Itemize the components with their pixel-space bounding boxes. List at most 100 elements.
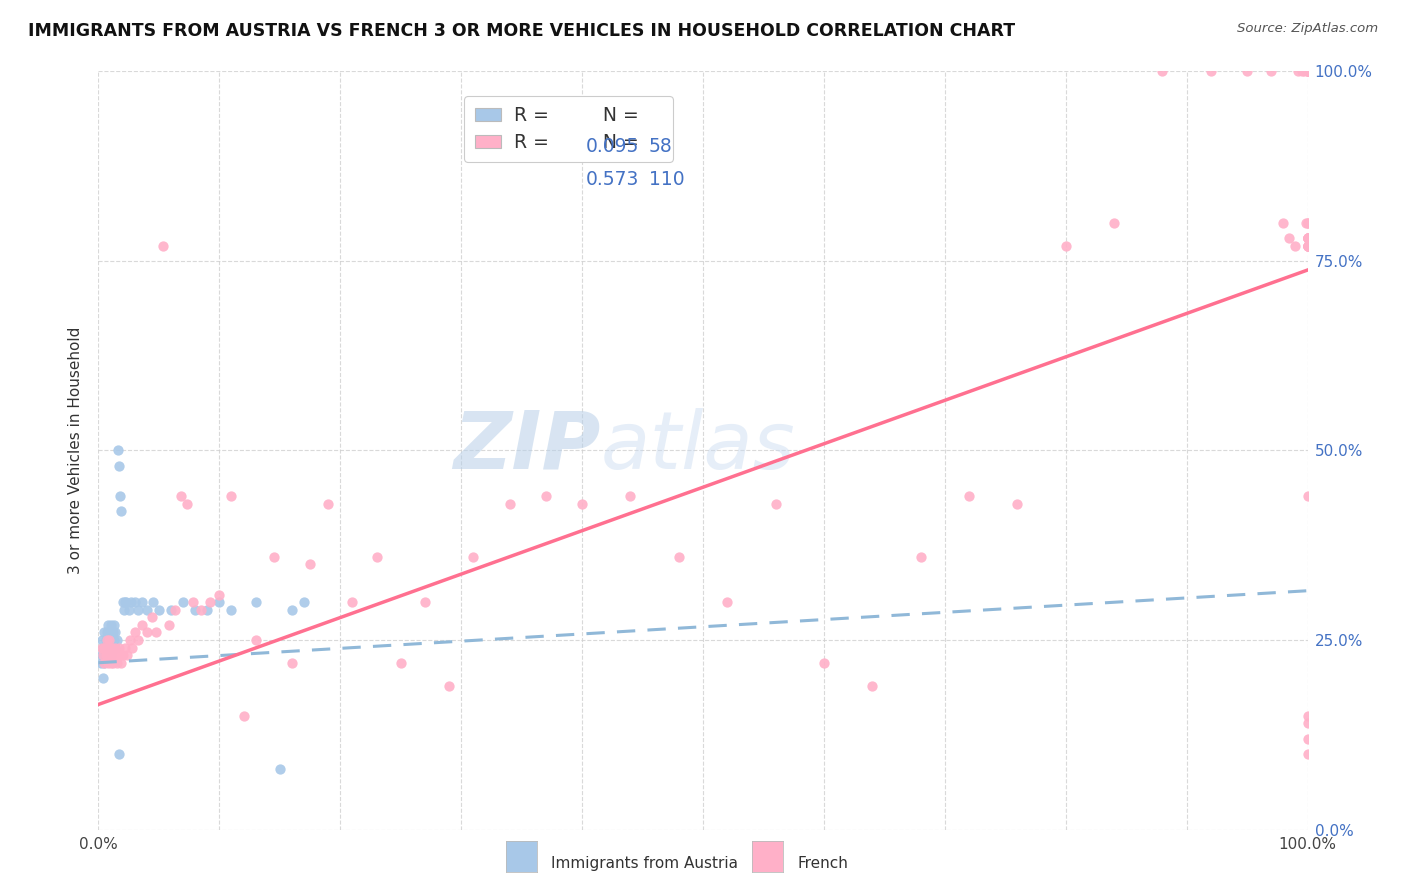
Point — [181, 595, 204, 609]
Point — [463, 549, 485, 564]
Point — [114, 595, 136, 609]
Point — [110, 656, 132, 670]
Point — [97, 640, 120, 655]
Point — [1296, 231, 1319, 245]
Point — [96, 648, 118, 662]
Point — [860, 678, 883, 692]
Point — [1296, 64, 1319, 78]
Point — [195, 603, 218, 617]
Point — [108, 489, 131, 503]
Point — [100, 648, 122, 662]
Point — [1272, 216, 1295, 230]
Point — [101, 625, 124, 640]
Point — [1296, 716, 1319, 731]
Point — [190, 603, 212, 617]
Point — [1296, 216, 1319, 230]
Point — [534, 489, 557, 503]
Point — [103, 617, 125, 632]
Point — [104, 625, 127, 640]
Point — [1007, 496, 1029, 510]
Point — [163, 603, 186, 617]
Point — [299, 557, 322, 572]
Point — [1296, 216, 1319, 230]
Point — [121, 640, 143, 655]
Point — [108, 640, 131, 655]
Point — [101, 633, 124, 648]
Point — [97, 617, 120, 632]
Point — [91, 671, 114, 685]
Point — [91, 633, 114, 648]
Point — [437, 678, 460, 692]
Point — [1296, 231, 1319, 245]
Point — [910, 549, 932, 564]
Point — [281, 603, 304, 617]
Point — [131, 617, 153, 632]
Point — [221, 489, 243, 503]
Point — [98, 648, 121, 662]
Point — [1296, 489, 1319, 503]
Point — [148, 603, 170, 617]
Point — [108, 747, 131, 761]
Point — [131, 595, 153, 609]
Point — [94, 640, 117, 655]
Text: ZIP: ZIP — [453, 408, 600, 485]
Point — [98, 625, 121, 640]
Point — [157, 617, 180, 632]
Point — [342, 595, 364, 609]
Point — [97, 640, 120, 655]
Point — [145, 625, 167, 640]
Point — [1152, 64, 1174, 78]
Point — [91, 648, 114, 662]
Text: 110: 110 — [648, 169, 685, 188]
Point — [1296, 231, 1319, 245]
Point — [389, 656, 412, 670]
Point — [281, 656, 304, 670]
Point — [292, 595, 315, 609]
Point — [93, 625, 115, 640]
Point — [1296, 231, 1319, 245]
Point — [108, 458, 131, 473]
Point — [1296, 64, 1319, 78]
Point — [96, 625, 118, 640]
Text: Source: ZipAtlas.com: Source: ZipAtlas.com — [1237, 22, 1378, 36]
Point — [1286, 64, 1309, 78]
Point — [108, 648, 131, 662]
Point — [101, 656, 124, 670]
Point — [765, 496, 787, 510]
Point — [127, 633, 149, 648]
Point — [1296, 747, 1319, 761]
Point — [100, 640, 122, 655]
Point — [619, 489, 641, 503]
Point — [135, 603, 157, 617]
Point — [100, 648, 122, 662]
Point — [96, 648, 118, 662]
Text: atlas: atlas — [600, 408, 794, 485]
Text: IMMIGRANTS FROM AUSTRIA VS FRENCH 3 OR MORE VEHICLES IN HOUSEHOLD CORRELATION CH: IMMIGRANTS FROM AUSTRIA VS FRENCH 3 OR M… — [28, 22, 1015, 40]
Text: French: French — [797, 856, 848, 871]
Point — [91, 640, 114, 655]
Point — [103, 633, 125, 648]
Point — [1284, 238, 1306, 253]
Point — [571, 496, 593, 510]
Point — [118, 633, 141, 648]
Point — [1296, 708, 1319, 723]
Y-axis label: 3 or more Vehicles in Household: 3 or more Vehicles in Household — [67, 326, 83, 574]
Point — [141, 610, 163, 624]
Point — [107, 648, 129, 662]
Point — [98, 640, 121, 655]
Point — [160, 603, 183, 617]
Point — [198, 595, 221, 609]
Point — [1295, 216, 1317, 230]
Point — [110, 504, 132, 518]
Point — [120, 595, 142, 609]
Point — [1296, 238, 1319, 253]
Point — [97, 633, 120, 648]
Point — [111, 648, 134, 662]
Point — [98, 633, 121, 648]
Point — [118, 603, 141, 617]
Point — [172, 595, 194, 609]
Point — [1296, 238, 1319, 253]
Point — [94, 648, 117, 662]
Point — [366, 549, 388, 564]
Point — [124, 595, 146, 609]
